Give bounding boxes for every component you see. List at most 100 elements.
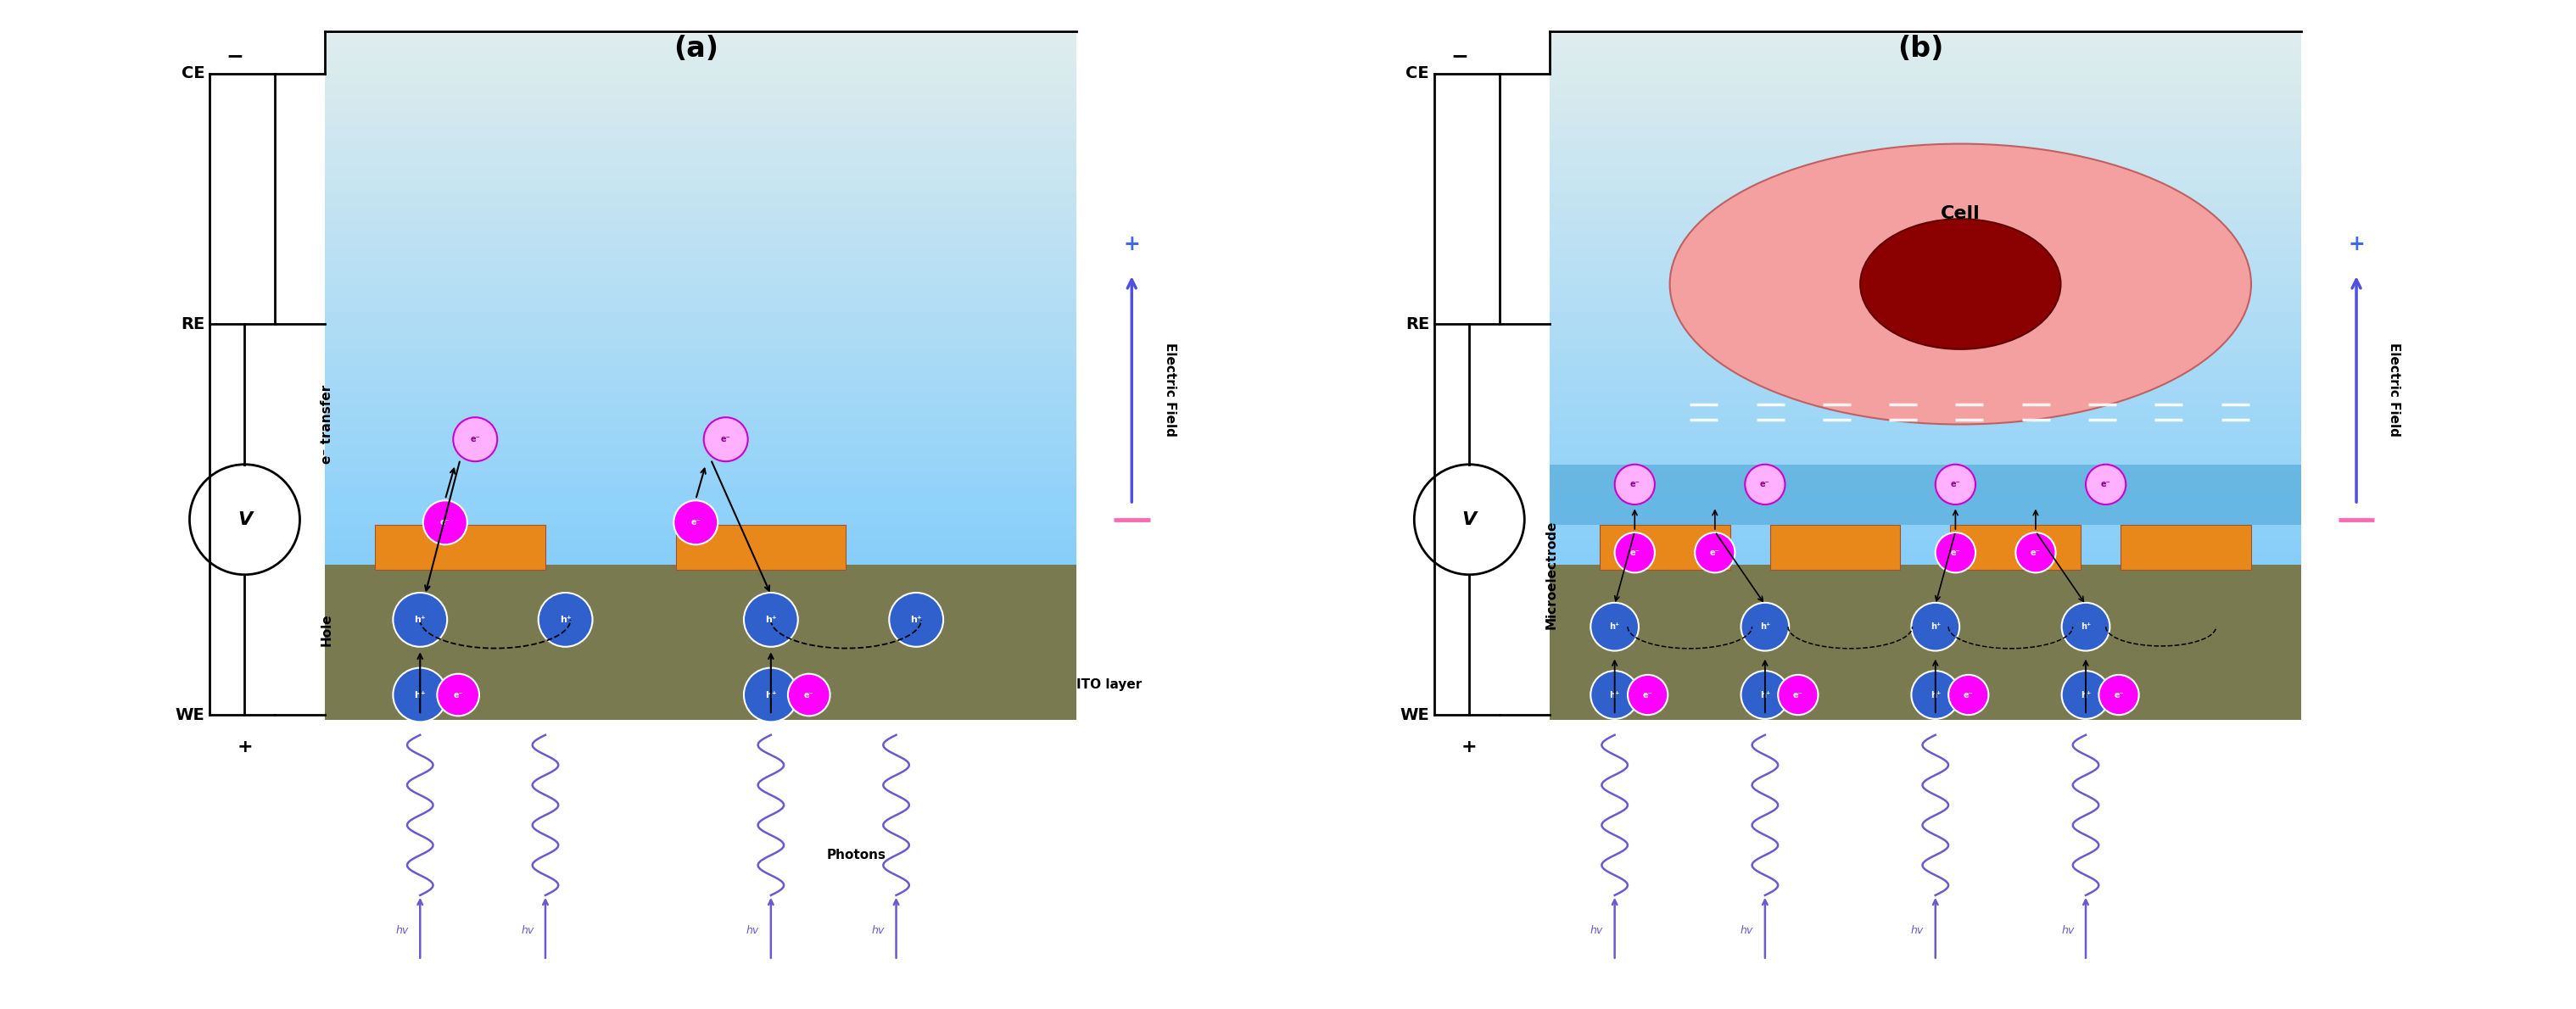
Bar xyxy=(325,365,1077,378)
Bar xyxy=(325,352,1077,365)
Bar xyxy=(325,74,1077,87)
Bar xyxy=(325,565,1077,719)
Bar xyxy=(325,339,1077,352)
Text: h⁺: h⁺ xyxy=(1610,623,1620,631)
Bar xyxy=(325,419,1077,432)
Text: h⁺: h⁺ xyxy=(415,615,425,624)
Text: Cell: Cell xyxy=(1940,206,1981,222)
Bar xyxy=(1551,378,2300,393)
Circle shape xyxy=(1777,675,1819,715)
Text: h⁺: h⁺ xyxy=(765,690,778,699)
Bar xyxy=(325,33,1077,46)
Ellipse shape xyxy=(1669,144,2251,425)
Bar xyxy=(325,193,1077,206)
Text: RE: RE xyxy=(1406,316,1430,332)
Text: e⁻: e⁻ xyxy=(1950,548,1960,557)
Bar xyxy=(325,46,1077,61)
Circle shape xyxy=(1589,671,1638,719)
Bar xyxy=(1551,458,2300,471)
Bar xyxy=(1551,525,2300,538)
Bar xyxy=(1551,33,2300,46)
Bar xyxy=(1551,100,2300,113)
Text: (a): (a) xyxy=(672,34,719,63)
Bar xyxy=(325,140,1077,153)
Circle shape xyxy=(744,592,799,647)
Circle shape xyxy=(1744,464,1785,504)
Bar xyxy=(325,219,1077,233)
Bar xyxy=(1551,299,2300,313)
Bar xyxy=(1551,464,2300,525)
Circle shape xyxy=(889,592,943,647)
Bar xyxy=(1551,538,2300,551)
Bar xyxy=(1551,551,2300,565)
Bar xyxy=(1551,87,2300,100)
Circle shape xyxy=(1935,533,1976,573)
Bar xyxy=(1551,352,2300,365)
Text: −: − xyxy=(227,45,245,66)
Bar xyxy=(1551,140,2300,153)
Text: e⁻: e⁻ xyxy=(1963,690,1973,699)
Text: e⁻: e⁻ xyxy=(440,519,451,527)
Text: h⁺: h⁺ xyxy=(1610,690,1620,699)
Bar xyxy=(1551,326,2300,339)
Bar xyxy=(325,471,1077,485)
Bar xyxy=(1551,406,2300,419)
Text: e⁻: e⁻ xyxy=(1631,548,1641,557)
Bar xyxy=(1551,565,2300,719)
Text: e⁻: e⁻ xyxy=(471,435,479,444)
Bar xyxy=(325,393,1077,406)
Bar xyxy=(325,512,1077,525)
Bar xyxy=(1551,485,2300,498)
Circle shape xyxy=(438,674,479,716)
Text: hv: hv xyxy=(747,925,760,935)
Circle shape xyxy=(1911,671,1960,719)
Bar xyxy=(1551,272,2300,286)
Bar xyxy=(1551,419,2300,432)
Bar xyxy=(325,153,1077,166)
Text: e⁻: e⁻ xyxy=(453,690,464,699)
Text: Hole: Hole xyxy=(319,613,332,646)
Bar xyxy=(1551,153,2300,166)
Ellipse shape xyxy=(1860,219,2061,349)
Circle shape xyxy=(1947,675,1989,715)
Text: h⁺: h⁺ xyxy=(1929,690,1940,699)
Circle shape xyxy=(2014,533,2056,573)
Text: Photons: Photons xyxy=(827,849,886,862)
Text: hv: hv xyxy=(1589,925,1602,935)
Text: h⁺: h⁺ xyxy=(909,615,922,624)
Text: e⁻: e⁻ xyxy=(2102,480,2110,488)
Bar xyxy=(376,525,546,570)
Text: hv: hv xyxy=(1741,925,1754,935)
Text: e⁻: e⁻ xyxy=(1793,690,1803,699)
Bar xyxy=(325,259,1077,272)
Bar xyxy=(1551,365,2300,378)
Text: h⁺: h⁺ xyxy=(2081,690,2092,699)
Text: V: V xyxy=(1463,511,1476,528)
Bar xyxy=(325,432,1077,445)
Circle shape xyxy=(394,592,448,647)
Text: hv: hv xyxy=(520,925,533,935)
Bar xyxy=(1551,166,2300,180)
Bar xyxy=(325,538,1077,551)
Text: +: + xyxy=(237,739,252,756)
Bar xyxy=(325,299,1077,313)
Bar xyxy=(325,246,1077,259)
Text: e⁻: e⁻ xyxy=(1643,690,1654,699)
Bar xyxy=(325,166,1077,180)
Bar xyxy=(325,498,1077,512)
Text: −: − xyxy=(1450,45,1468,66)
Circle shape xyxy=(2099,675,2138,715)
Bar xyxy=(1600,525,1731,570)
Text: CE: CE xyxy=(180,66,204,82)
Text: e⁻: e⁻ xyxy=(2115,690,2123,699)
Text: hv: hv xyxy=(2061,925,2074,935)
Bar xyxy=(1551,432,2300,445)
Text: h⁺: h⁺ xyxy=(1759,690,1770,699)
Text: Microelectrode: Microelectrode xyxy=(1546,521,1558,629)
Bar xyxy=(1551,246,2300,259)
Text: WE: WE xyxy=(1399,707,1430,723)
Bar xyxy=(1551,512,2300,525)
Bar xyxy=(675,525,845,570)
Circle shape xyxy=(1741,602,1790,651)
Text: WE: WE xyxy=(175,707,204,723)
